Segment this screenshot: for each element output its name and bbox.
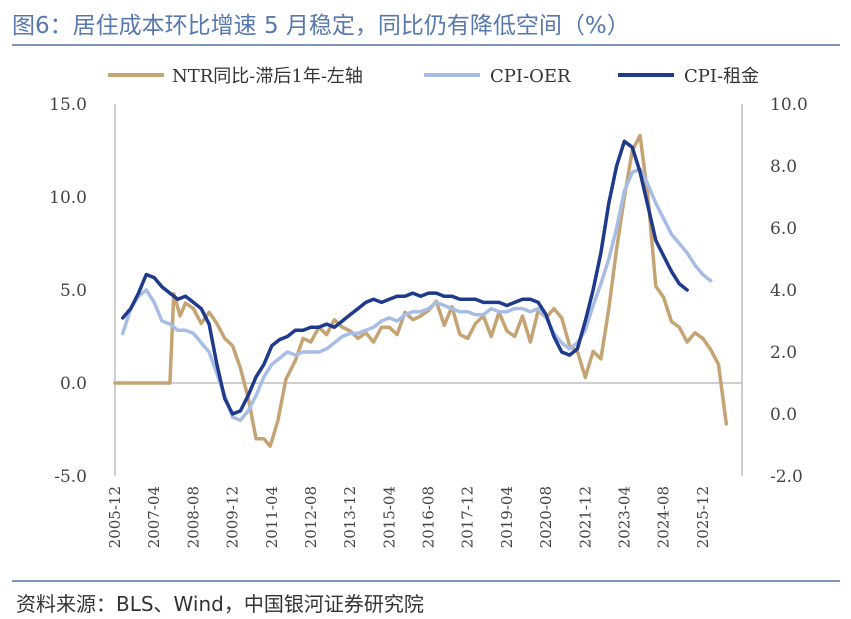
x-axis-tick-label: 2019-04 bbox=[498, 486, 516, 548]
x-axis-tick-label: 2025-12 bbox=[694, 486, 712, 548]
x-axis-tick-label: 2007-04 bbox=[145, 486, 163, 548]
legend-label-2: CPI-OER bbox=[490, 66, 571, 87]
series-line-1 bbox=[113, 133, 729, 448]
x-axis-tick-label: 2017-12 bbox=[459, 486, 477, 548]
x-axis-tick-label: 2008-08 bbox=[184, 486, 202, 548]
x-axis-tick-label: 2011-04 bbox=[263, 486, 281, 548]
left-axis-tick-label: 15.0 bbox=[49, 95, 87, 115]
chart-legend: NTR同比-滞后1年-左轴 CPI-OER CPI-租金 bbox=[108, 66, 759, 87]
right-axis-tick-label: 6.0 bbox=[770, 219, 797, 239]
right-axis-tick-label: -2.0 bbox=[770, 467, 803, 487]
right-axis-tick-label: 0.0 bbox=[770, 405, 797, 425]
legend-label-3: CPI-租金 bbox=[684, 66, 759, 87]
right-axis-tick-label: 2.0 bbox=[770, 343, 797, 363]
title-divider bbox=[12, 44, 840, 46]
legend-label-1: NTR同比-滞后1年-左轴 bbox=[172, 66, 363, 87]
series-line-3 bbox=[121, 139, 689, 416]
x-axis-tick-label: 2005-12 bbox=[106, 486, 124, 548]
x-axis-tick-label: 2024-08 bbox=[655, 486, 673, 548]
x-axis-tick-label: 2012-08 bbox=[302, 486, 320, 548]
left-axis-tick-label: 5.0 bbox=[60, 281, 87, 301]
chart-title: 图6：居住成本环比增速 5 月稳定，同比仍有降低空间（%） bbox=[12, 13, 630, 39]
left-axis-tick-label: -5.0 bbox=[54, 467, 87, 487]
x-axis-tick-label: 2016-08 bbox=[420, 486, 438, 548]
right-axis-tick-label: 10.0 bbox=[770, 95, 808, 115]
x-axis-tick-label: 2015-04 bbox=[380, 486, 398, 548]
chart-series bbox=[113, 133, 729, 448]
x-axis-tick-label: 2021-12 bbox=[576, 486, 594, 548]
source-note: 资料来源：BLS、Wind，中国银河证券研究院 bbox=[16, 592, 424, 616]
x-axis-tick-label: 2009-12 bbox=[224, 486, 242, 548]
x-axis-tick-label: 2023-04 bbox=[615, 486, 633, 548]
right-axis-tick-label: 8.0 bbox=[770, 157, 797, 177]
left-axis-tick-label: 10.0 bbox=[49, 188, 87, 208]
source-divider bbox=[12, 580, 840, 582]
right-axis-tick-label: 4.0 bbox=[770, 281, 797, 301]
chart-axes: -5.0 0.0 5.0 10.0 15.0 -2.0 0.0 2.0 4.0 6.0 8.0 10.… bbox=[49, 95, 808, 548]
x-axis-tick-label: 2013-12 bbox=[341, 486, 359, 548]
left-axis-tick-label: 0.0 bbox=[60, 374, 87, 394]
x-axis-tick-label: 2020-08 bbox=[537, 486, 555, 548]
